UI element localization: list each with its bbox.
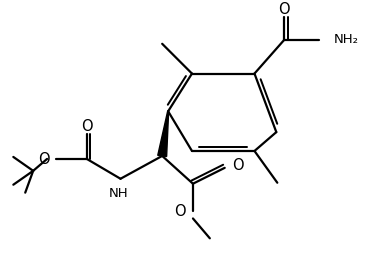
Text: O: O xyxy=(81,119,93,134)
Text: NH₂: NH₂ xyxy=(334,33,359,46)
Text: O: O xyxy=(232,158,243,173)
Polygon shape xyxy=(158,111,169,157)
Text: NH: NH xyxy=(109,187,128,200)
Text: O: O xyxy=(279,2,290,17)
Text: O: O xyxy=(174,204,186,219)
Text: O: O xyxy=(39,152,50,167)
